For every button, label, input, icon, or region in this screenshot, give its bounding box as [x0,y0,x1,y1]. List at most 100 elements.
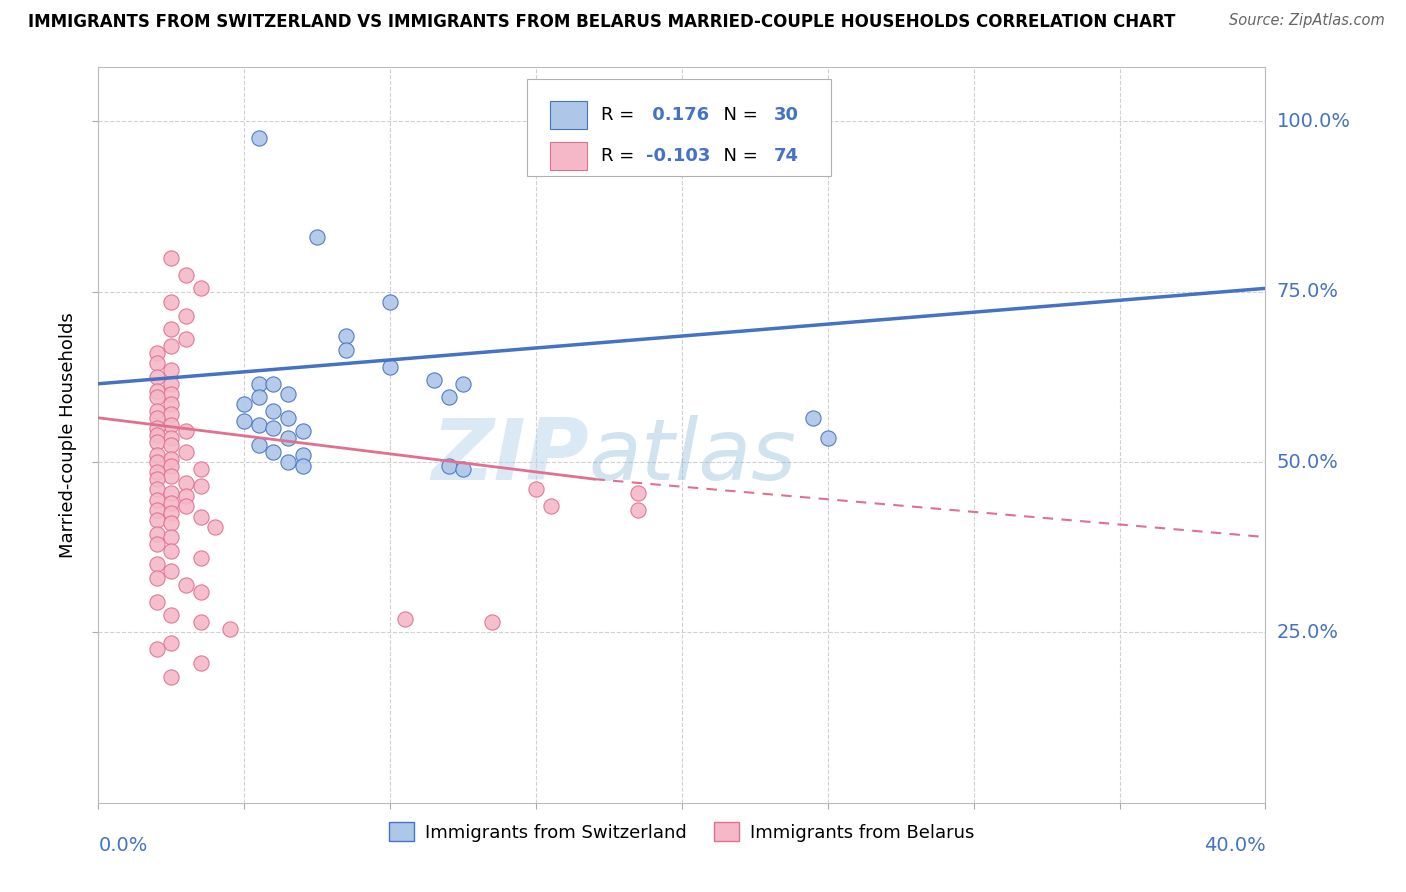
Point [204,520,226,534]
FancyBboxPatch shape [527,79,831,176]
Point [335,343,357,357]
Point [247,390,270,404]
Point [218,622,240,636]
Point [262,445,284,459]
Point [277,455,299,469]
Point [627,503,650,517]
Point [146,427,169,442]
Point [146,513,169,527]
Point [146,421,169,435]
Text: R =: R = [602,106,640,125]
Point [160,635,183,649]
Point [291,425,314,439]
Point [146,537,169,551]
Point [190,550,212,565]
Point [380,359,402,374]
Point [160,543,183,558]
Point [190,479,212,493]
Point [146,455,169,469]
Text: N =: N = [713,147,763,165]
Point [160,516,183,531]
Point [190,462,212,476]
Point [247,438,270,452]
Point [335,329,357,343]
Point [277,431,299,445]
Text: -0.103: -0.103 [645,147,710,165]
Point [174,500,197,514]
Point [451,462,474,476]
Text: 0.0%: 0.0% [98,836,148,855]
Point [380,295,402,310]
Point [160,408,183,422]
Point [423,373,446,387]
Point [146,404,169,418]
Point [160,608,183,623]
Point [190,584,212,599]
Point [540,500,562,514]
Text: ZIP: ZIP [430,416,589,499]
Point [146,595,169,609]
Point [146,448,169,462]
Point [524,483,547,497]
Point [277,387,299,401]
Point [160,496,183,510]
Point [146,492,169,507]
Point [190,281,212,295]
Point [160,468,183,483]
Point [160,339,183,353]
Point [481,615,503,630]
Text: 25.0%: 25.0% [1277,623,1339,642]
Point [174,578,197,592]
Point [146,503,169,517]
Y-axis label: Married-couple Households: Married-couple Households [59,312,77,558]
Point [437,458,460,473]
Point [146,410,169,425]
Point [160,438,183,452]
Point [146,346,169,360]
Point [160,485,183,500]
Point [146,384,169,398]
Point [160,251,183,265]
Text: 0.176: 0.176 [645,106,709,125]
Point [146,558,169,572]
Point [160,322,183,336]
Point [160,387,183,401]
Point [437,390,460,404]
Text: 100.0%: 100.0% [1277,112,1351,131]
Point [174,425,197,439]
Point [146,483,169,497]
Point [394,612,416,626]
Point [160,530,183,544]
Point [160,397,183,411]
Point [627,485,650,500]
Point [233,414,256,428]
Point [160,670,183,684]
Point [247,376,270,391]
Point [160,376,183,391]
Point [160,363,183,377]
Point [146,472,169,486]
Point [190,656,212,670]
Point [262,404,284,418]
Point [174,333,197,347]
Point [247,131,270,145]
Point [146,370,169,384]
Text: Source: ZipAtlas.com: Source: ZipAtlas.com [1229,13,1385,29]
Point [174,489,197,503]
Text: N =: N = [713,106,763,125]
Point [160,295,183,310]
Text: IMMIGRANTS FROM SWITZERLAND VS IMMIGRANTS FROM BELARUS MARRIED-COUPLE HOUSEHOLDS: IMMIGRANTS FROM SWITZERLAND VS IMMIGRANT… [28,13,1175,31]
Point [160,417,183,432]
Point [190,509,212,524]
Text: 50.0%: 50.0% [1277,452,1339,472]
Point [146,526,169,541]
Point [817,431,839,445]
FancyBboxPatch shape [550,102,588,129]
Point [174,445,197,459]
Text: 75.0%: 75.0% [1277,282,1339,301]
Point [247,417,270,432]
Text: 74: 74 [775,147,799,165]
FancyBboxPatch shape [550,142,588,170]
Point [146,356,169,370]
Point [146,466,169,480]
